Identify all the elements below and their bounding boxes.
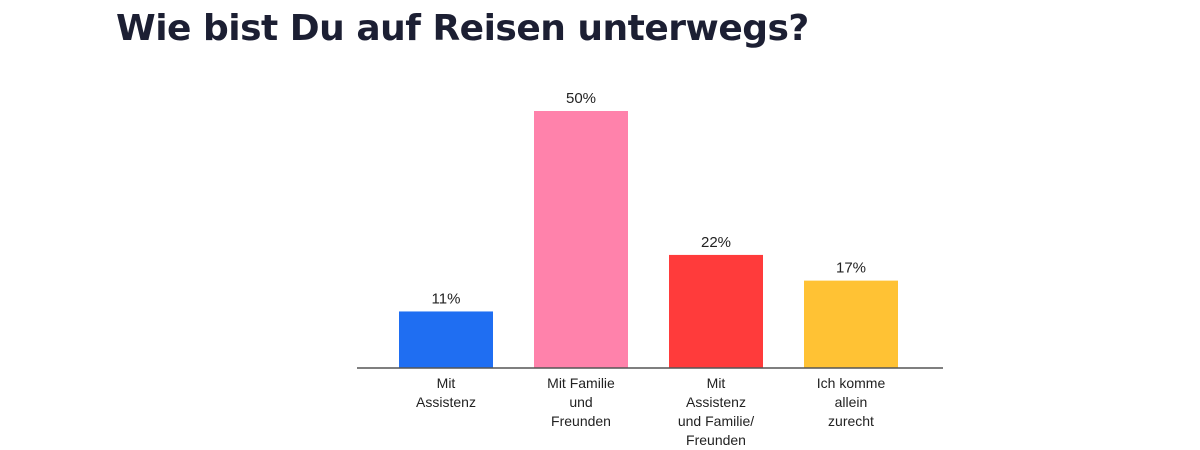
value-label-3: 22%	[701, 234, 731, 251]
category-label-line: Freunden	[551, 413, 611, 429]
value-label-2: 50%	[566, 90, 596, 107]
category-label-4: Ich komme allein zurecht	[817, 375, 886, 429]
bar-3	[669, 254, 763, 368]
category-label-line: Mit Familie	[547, 375, 615, 391]
bar-1	[399, 311, 493, 368]
category-label-2: Mit Familie und Freunden	[547, 375, 615, 429]
value-label-1: 11%	[432, 290, 461, 307]
category-label-1: Mit Assistenz	[416, 375, 476, 410]
category-label-line: und	[569, 394, 592, 410]
category-label-line: und Familie/	[678, 413, 754, 429]
value-label-4: 17%	[836, 260, 866, 277]
category-label-line: allein	[835, 394, 868, 410]
bars-group	[399, 111, 898, 368]
bar-4	[804, 280, 898, 368]
category-label-line: Assistenz	[416, 394, 476, 410]
labels-group: 11% Mit Assistenz 50% Mit Familie und Freunden…	[416, 90, 885, 448]
chart-title: Wie bist Du auf Reisen unterwegs?	[116, 8, 809, 49]
bar-2	[534, 111, 628, 368]
category-label-3: Mit Assistenz und Familie/Freunden	[678, 375, 754, 448]
category-label-line: Ich komme	[817, 375, 886, 391]
category-label-line: zurecht	[828, 413, 874, 429]
category-label-line: Assistenz	[686, 394, 746, 410]
category-label-line: Mit	[437, 375, 456, 391]
category-label-line: Freunden	[686, 432, 746, 448]
category-label-line: Mit	[707, 375, 726, 391]
